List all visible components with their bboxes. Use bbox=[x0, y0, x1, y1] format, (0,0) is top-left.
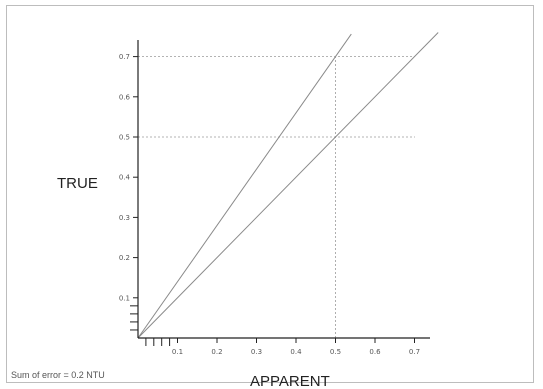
y-tick-label: 0.4 bbox=[119, 174, 131, 182]
x-tick-label: 0.2 bbox=[211, 348, 222, 356]
reference-lines bbox=[138, 56, 415, 338]
x-axis-label: APPARENT bbox=[250, 373, 330, 389]
series-line-0 bbox=[137, 33, 352, 339]
y-ticks: 0.1 0.2 0.3 0.4 0.5 0.6 0.7 bbox=[119, 53, 138, 302]
x-tick-label: 0.6 bbox=[369, 348, 381, 356]
axes bbox=[137, 40, 430, 339]
x-tick-label: 0.3 bbox=[251, 348, 262, 356]
origin-minor-ticks bbox=[130, 305, 171, 346]
y-tick-label: 0.2 bbox=[119, 254, 130, 262]
series-lines bbox=[137, 32, 439, 339]
y-axis-label: TRUE bbox=[57, 175, 98, 192]
y-tick-label: 0.5 bbox=[119, 134, 130, 142]
x-tick-label: 0.1 bbox=[172, 348, 183, 356]
y-tick-label: 0.7 bbox=[119, 53, 130, 61]
error-note: Sum of error = 0.2 NTU bbox=[11, 370, 105, 380]
x-tick-label: 0.4 bbox=[290, 348, 302, 356]
series-line-1 bbox=[137, 32, 439, 339]
y-tick-label: 0.1 bbox=[119, 294, 130, 302]
y-tick-label: 0.3 bbox=[119, 214, 130, 222]
x-tick-label: 0.7 bbox=[409, 348, 420, 356]
x-ticks: 0.1 0.2 0.3 0.4 0.5 0.6 0.7 bbox=[172, 338, 420, 356]
x-tick-label: 0.5 bbox=[330, 348, 341, 356]
y-tick-label: 0.6 bbox=[119, 93, 131, 101]
chart-frame bbox=[6, 5, 534, 383]
